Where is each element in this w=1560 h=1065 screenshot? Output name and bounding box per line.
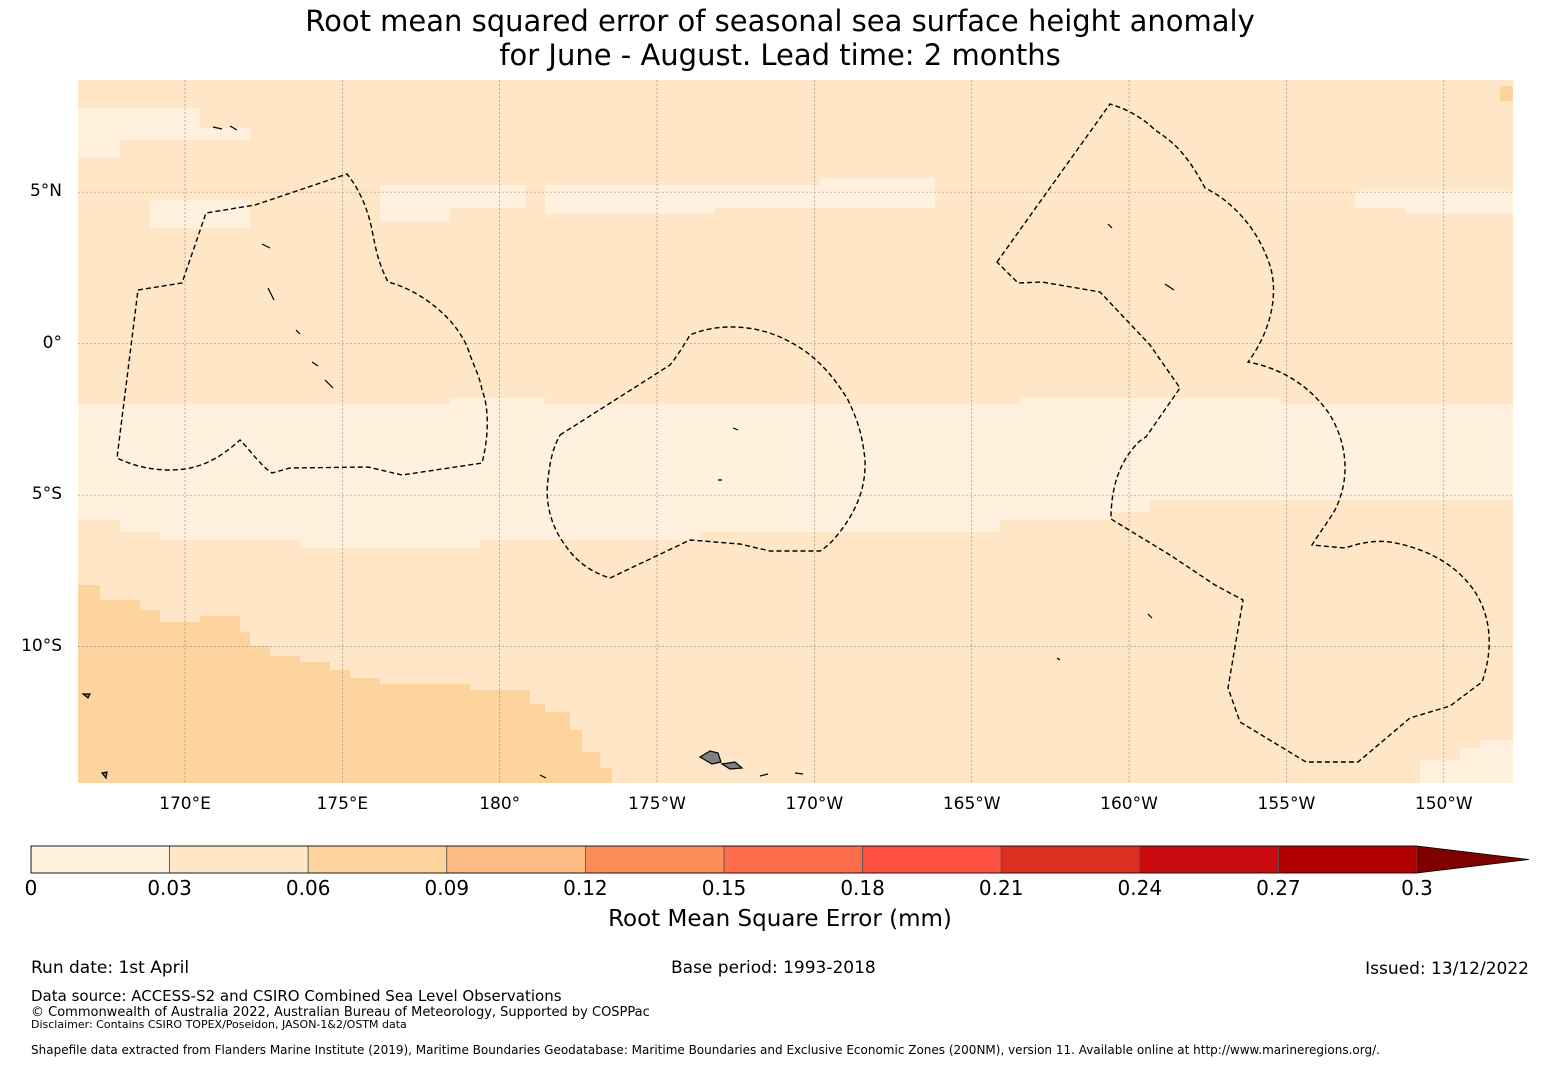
colorbar-extend-arrow <box>1417 846 1529 873</box>
colorbar-bin <box>723 845 864 874</box>
colorbar-tick-label: 0.09 <box>424 876 470 900</box>
lon-tick-label: 170°E <box>159 794 211 814</box>
colorbar-tick-label: 0.27 <box>1256 876 1301 900</box>
eez-boundary-kiribati-gilberts <box>116 173 488 476</box>
rmse-field <box>78 80 1513 783</box>
colorbar-bin <box>30 845 171 874</box>
island-samoa-savaii <box>720 761 744 770</box>
rmse-dark-zone-southwest <box>78 585 612 783</box>
shapefile-credit: Shapefile data extracted from Flanders M… <box>31 1043 1380 1057</box>
colorbar-bin <box>1000 845 1141 874</box>
colorbar-bin <box>446 845 586 874</box>
lat-tick-label: 5°N <box>29 181 62 202</box>
issued-date: Issued: 13/12/2022 <box>1365 959 1529 979</box>
rmse-patch-ne <box>1500 86 1513 101</box>
island-samoa-upolu <box>698 750 722 765</box>
lon-tick-label: 160°W <box>1100 794 1158 814</box>
lat-tick-label: 0° <box>42 332 62 353</box>
lat-tick-label: 5°S <box>31 484 62 505</box>
rmse-light-zone-equatorial <box>78 398 1513 548</box>
map-title: Root mean squared error of seasonal sea … <box>0 4 1560 72</box>
colorbar-tick-label: 0.03 <box>147 876 192 900</box>
island-reef-1 <box>212 125 238 131</box>
colorbar-outline <box>30 845 1530 874</box>
lon-tick-label: 180° <box>479 794 521 814</box>
islands <box>81 125 1175 780</box>
island-tutuila <box>759 773 769 777</box>
rmse-light-zone-north-2 <box>380 185 525 222</box>
rmse-light-zone-north-4 <box>1355 190 1513 214</box>
lon-tick-label: 170°W <box>785 794 844 814</box>
rmse-light-zone-southeast <box>1420 740 1513 783</box>
rmse-light-zone-north <box>78 108 250 158</box>
copyright: © Commonwealth of Australia 2022, Austra… <box>31 1005 650 1020</box>
run-date: Run date: 1st April <box>31 958 190 978</box>
island-reef-3 <box>295 329 334 389</box>
lon-tick-label: 175°E <box>316 794 369 814</box>
colorbar <box>30 845 1530 874</box>
island-reef-4 <box>1107 223 1175 291</box>
lat-tick-label: 10°S <box>21 635 62 656</box>
title-line-2: for June - August. Lead time: 2 months <box>499 38 1061 72</box>
island-reef-6 <box>1056 613 1153 661</box>
colorbar-tick-label: 0.3 <box>1401 876 1433 900</box>
island-reef-2 <box>261 243 275 301</box>
eez-boundary-line-islands <box>996 103 1490 763</box>
island-solomons <box>81 693 91 699</box>
colorbar-bin <box>1139 845 1279 874</box>
island-reef-5 <box>718 427 739 481</box>
colorbar-tick-label: 0.06 <box>285 876 331 900</box>
colorbar-tick-label: 0.21 <box>978 876 1024 900</box>
colorbar-bin <box>585 845 725 874</box>
lon-tick-label: 155°W <box>1257 794 1316 814</box>
eez-boundaries <box>116 103 1490 763</box>
colorbar-bin <box>1278 845 1418 874</box>
colorbar-tick-label: 0.18 <box>840 876 885 900</box>
data-source: Data source: ACCESS-S2 and CSIRO Combine… <box>31 987 562 1005</box>
disclaimer: Disclaimer: Contains CSIRO TOPEX/Poseido… <box>31 1018 407 1031</box>
colorbar-tick-label: 0.12 <box>563 876 608 900</box>
island-sw-1 <box>100 771 108 780</box>
graticule <box>78 80 1513 783</box>
lon-tick-label: 175°W <box>628 794 686 814</box>
colorbar-bin <box>862 845 1002 874</box>
island-reef-7 <box>539 772 804 779</box>
colorbar-bin <box>307 845 448 874</box>
eez-boundary-phoenix <box>546 326 866 579</box>
rmse-light-zone-north-5 <box>150 200 250 228</box>
lon-tick-label: 165°W <box>942 794 1001 814</box>
title-line-1: Root mean squared error of seasonal sea … <box>305 4 1255 38</box>
lon-tick-label: 150°W <box>1414 794 1473 814</box>
colorbar-title: Root Mean Square Error (mm) <box>608 906 952 932</box>
rmse-light-zone-north-3 <box>545 178 935 214</box>
colorbar-tick-label: 0 <box>24 876 38 900</box>
base-period: Base period: 1993-2018 <box>671 958 876 978</box>
colorbar-tick-label: 0.15 <box>701 876 747 900</box>
colorbar-tick-label: 0.24 <box>1117 876 1163 900</box>
colorbar-bin <box>169 845 309 874</box>
